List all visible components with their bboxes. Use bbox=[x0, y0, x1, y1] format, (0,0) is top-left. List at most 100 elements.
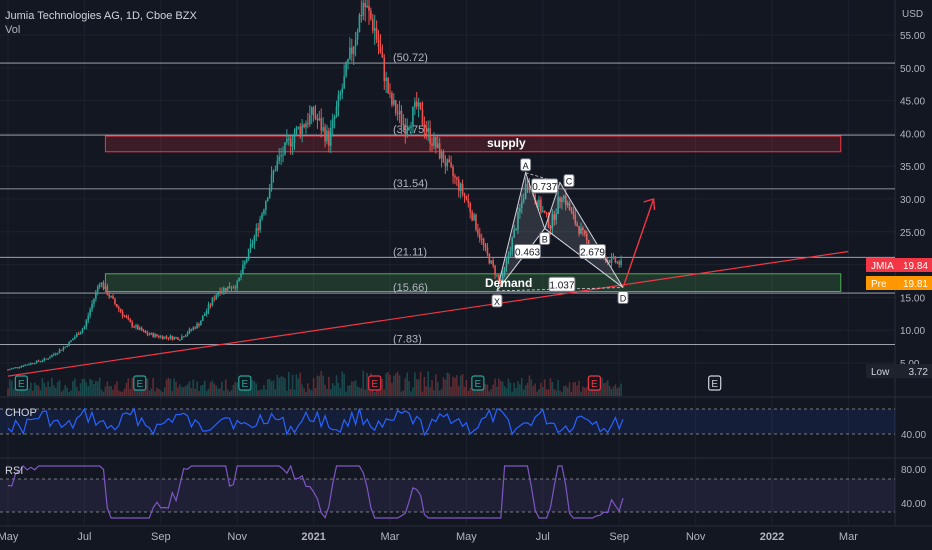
level-label: (7.83) bbox=[393, 333, 422, 345]
volume-bar bbox=[96, 381, 99, 396]
earnings-icon bbox=[471, 375, 485, 391]
volume-bar bbox=[524, 385, 527, 396]
symbol-title[interactable]: Jumia Technologies AG, 1D, Cboe BZX bbox=[5, 10, 197, 22]
candle bbox=[547, 213, 550, 227]
candle bbox=[173, 337, 175, 340]
volume-bar bbox=[112, 389, 114, 396]
volume-bar bbox=[244, 387, 246, 396]
candle bbox=[299, 126, 302, 135]
candle bbox=[188, 329, 191, 334]
volume-bar bbox=[442, 377, 445, 396]
pre-market-badge-value: 19.81 bbox=[903, 279, 928, 290]
volume-bar bbox=[74, 378, 76, 396]
volume-bar bbox=[538, 388, 540, 396]
chop-axis-label: 40.00 bbox=[901, 430, 926, 441]
candle bbox=[364, 2, 366, 8]
candle bbox=[186, 333, 189, 336]
candle bbox=[310, 107, 313, 115]
candle bbox=[419, 102, 422, 110]
volume-bar bbox=[232, 384, 235, 396]
candle bbox=[18, 367, 21, 369]
time-axis[interactable]: May Jul Sep Nov 2021 Mar May Jul Sep Nov 2022 Mar bbox=[0, 525, 932, 550]
candle bbox=[230, 288, 233, 290]
earnings-icon bbox=[368, 375, 382, 391]
candle bbox=[236, 281, 238, 289]
volume-bar bbox=[431, 380, 433, 396]
volume-bar bbox=[572, 382, 575, 396]
volume-bar bbox=[308, 388, 311, 396]
pattern-point-label: X bbox=[494, 297, 500, 307]
volume-label[interactable]: Vol bbox=[5, 24, 21, 36]
candle bbox=[549, 226, 552, 229]
candle bbox=[16, 367, 19, 369]
volume-bar bbox=[499, 380, 502, 396]
volume-bar bbox=[207, 388, 210, 396]
volume-bar bbox=[9, 379, 11, 396]
chop-band bbox=[0, 409, 895, 434]
volume-bar bbox=[459, 375, 462, 396]
volume-bar bbox=[312, 378, 315, 396]
candle bbox=[200, 320, 202, 326]
volume-bar bbox=[75, 386, 78, 396]
volume-bar bbox=[108, 386, 111, 396]
candle bbox=[377, 39, 380, 48]
candle bbox=[123, 315, 126, 317]
volume-bar bbox=[278, 377, 281, 396]
time-tick-label: Sep bbox=[609, 531, 629, 543]
ratio-label: 1.037 bbox=[549, 280, 574, 291]
volume-bar bbox=[266, 379, 269, 396]
level-label: (21.11) bbox=[393, 246, 427, 258]
candle bbox=[160, 336, 162, 338]
volume-bar bbox=[337, 382, 340, 396]
candles bbox=[7, 0, 622, 371]
candle bbox=[425, 130, 428, 132]
candle bbox=[37, 360, 40, 362]
volume-bar bbox=[463, 386, 466, 396]
candle bbox=[104, 286, 107, 289]
chop-pane-label[interactable]: CHOP bbox=[5, 407, 37, 419]
candle bbox=[484, 244, 487, 248]
volume-bar bbox=[393, 375, 395, 396]
volume-bar bbox=[148, 390, 151, 396]
candle bbox=[293, 133, 296, 143]
volume-bar bbox=[452, 376, 454, 396]
projection-arrow bbox=[622, 198, 655, 288]
candle bbox=[125, 316, 128, 318]
volume-bar bbox=[391, 382, 393, 396]
volume-bar bbox=[184, 386, 187, 396]
candle bbox=[475, 214, 477, 230]
candle bbox=[555, 213, 557, 220]
volume-bar bbox=[545, 389, 548, 396]
volume-bar bbox=[582, 386, 584, 396]
volume-bar bbox=[196, 381, 198, 396]
candle bbox=[452, 166, 454, 176]
candle bbox=[308, 114, 311, 125]
candle bbox=[412, 106, 414, 126]
candle bbox=[312, 107, 315, 116]
volume-bar bbox=[421, 391, 424, 396]
candle bbox=[326, 130, 328, 142]
candle bbox=[257, 228, 260, 231]
candle bbox=[100, 282, 103, 285]
candle bbox=[499, 279, 502, 285]
volume-bar bbox=[480, 388, 483, 396]
candle bbox=[538, 199, 540, 208]
volume-bar bbox=[114, 384, 116, 396]
trendline[interactable] bbox=[7, 250, 849, 377]
volume-bar bbox=[53, 385, 55, 396]
volume-bar bbox=[509, 382, 512, 396]
volume-bar bbox=[612, 386, 615, 396]
volume-bar bbox=[307, 383, 309, 396]
volume-bar bbox=[268, 378, 271, 396]
volume-bar bbox=[587, 384, 590, 396]
volume-bar bbox=[60, 391, 63, 396]
rsi-pane-label[interactable]: RSI bbox=[5, 465, 24, 477]
price-axis[interactable]: USD5.0010.0015.0020.0025.0030.0035.0040.… bbox=[900, 9, 925, 370]
volume-bar bbox=[433, 390, 435, 396]
volume-bar bbox=[329, 389, 332, 396]
candle bbox=[102, 282, 105, 289]
volume-bar bbox=[110, 385, 112, 396]
harmonic-pattern[interactable]: X A B C D 0.737 0.463 2.679 1.037 supply Demand bbox=[485, 136, 656, 308]
